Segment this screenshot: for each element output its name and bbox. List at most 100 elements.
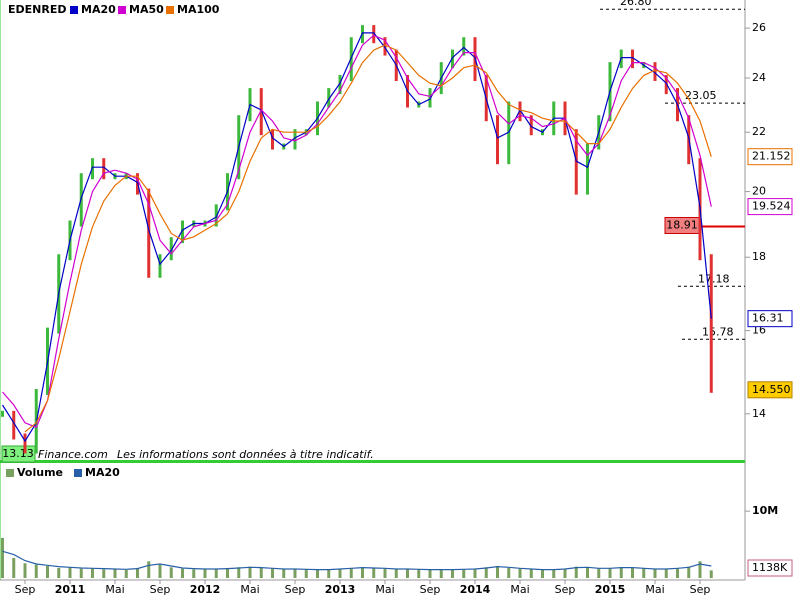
price-bar [428,88,432,108]
volume-bar [192,569,196,578]
volume-bar [349,567,353,578]
price-bar [631,49,634,69]
volume-bar [552,569,556,578]
price-bar [383,37,387,56]
price-bar [529,115,533,136]
price-bar [147,188,151,278]
volume-bar [676,567,679,578]
x-tick-label: Mai [375,583,394,596]
level-label: 26.80 [620,0,652,8]
legend-swatch [166,6,174,14]
price-bar [462,37,466,56]
legend-swatch [70,6,78,14]
volume-bar [259,567,263,578]
price-bar [1,410,4,417]
volume-bar [541,569,544,578]
level-label: 17.18 [698,272,730,285]
volume-bar [428,569,432,578]
price-bar [372,25,376,44]
legend-swatch [6,469,14,477]
price-bar [574,129,578,195]
min-label-box [1,445,36,463]
x-tick-label: Mai [645,583,664,596]
volume-bar [1,537,4,578]
ma-line [2,550,712,571]
legend-label: MA100 [177,3,220,16]
price-bar [23,433,27,454]
x-tick-label: 2014 [460,583,491,596]
level-label: 23.05 [685,89,717,102]
volume-bar [361,567,364,578]
price-bar [259,88,263,136]
volume-bar [586,567,589,578]
volume-bar [57,567,61,578]
volume-bar [597,568,601,578]
price-bar [158,254,162,278]
volume-bar [282,569,286,578]
volume-bar [451,569,454,578]
last-value-label: 16.31 [752,312,784,325]
level-label: 15.78 [702,325,734,338]
volume-bar [631,567,634,578]
x-tick-label: 2011 [55,583,86,596]
price-bar [12,410,16,440]
x-tick-label: Sep [690,583,711,596]
x-tick-label: Sep [285,583,306,596]
x-tick-label: 2015 [595,583,626,596]
price-bar [327,88,331,108]
volume-bar [102,569,106,578]
ma-line [2,34,712,429]
y-tick-label: 14 [752,407,766,420]
volume-bar [574,566,578,578]
x-tick-label: Sep [150,583,171,596]
price-bar [214,204,218,227]
volume-bar [372,567,376,578]
x-tick-label: Mai [510,583,529,596]
legend-label: Volume [17,466,63,479]
volume-bar [394,569,398,578]
legend-label: MA20 [85,466,120,479]
volume-bar [417,569,421,578]
volume-bar [113,568,117,578]
min-label: 13.13 [2,447,34,460]
volume-bar [507,567,511,578]
volume-bar [23,563,27,578]
price-bar [709,254,713,393]
volume-bar [136,567,139,578]
y-tick-label: 26 [752,21,766,34]
volume-bar [439,569,443,578]
legend-label: MA20 [81,3,116,16]
last-value-box [747,310,793,328]
volume-bar [68,567,72,578]
volume-bar [91,567,94,578]
source: Finance.com [38,448,108,461]
last-value-label: 14.550 [752,383,791,396]
legend-label: MA50 [129,3,164,16]
volume-bar [181,568,184,578]
volume-bar [563,568,567,578]
volume-bar [462,569,466,578]
price-bar [338,74,342,95]
price-bar [653,62,657,81]
volume-bar [383,568,387,578]
legend-swatch [74,469,82,477]
y-tick-label: 10M [752,504,778,517]
volume-bar [237,567,241,578]
volume-bar [338,568,342,578]
last-value-box [747,381,793,399]
x-tick-label: Mai [240,583,259,596]
volume-bar [79,568,83,578]
volume-bar [293,568,297,578]
last-value-label: 1138K [752,561,788,574]
x-tick-label: Sep [420,583,441,596]
legend-swatch [118,6,126,14]
volume-bar [214,569,218,578]
price-bar [181,220,184,244]
volume-bar [406,568,409,578]
volume-bar [271,568,274,578]
panel-separator [0,460,745,463]
volume-bar [34,564,38,578]
notice: Les informations sont données à titre in… [117,448,374,461]
support-label: 18.91 [666,219,698,232]
